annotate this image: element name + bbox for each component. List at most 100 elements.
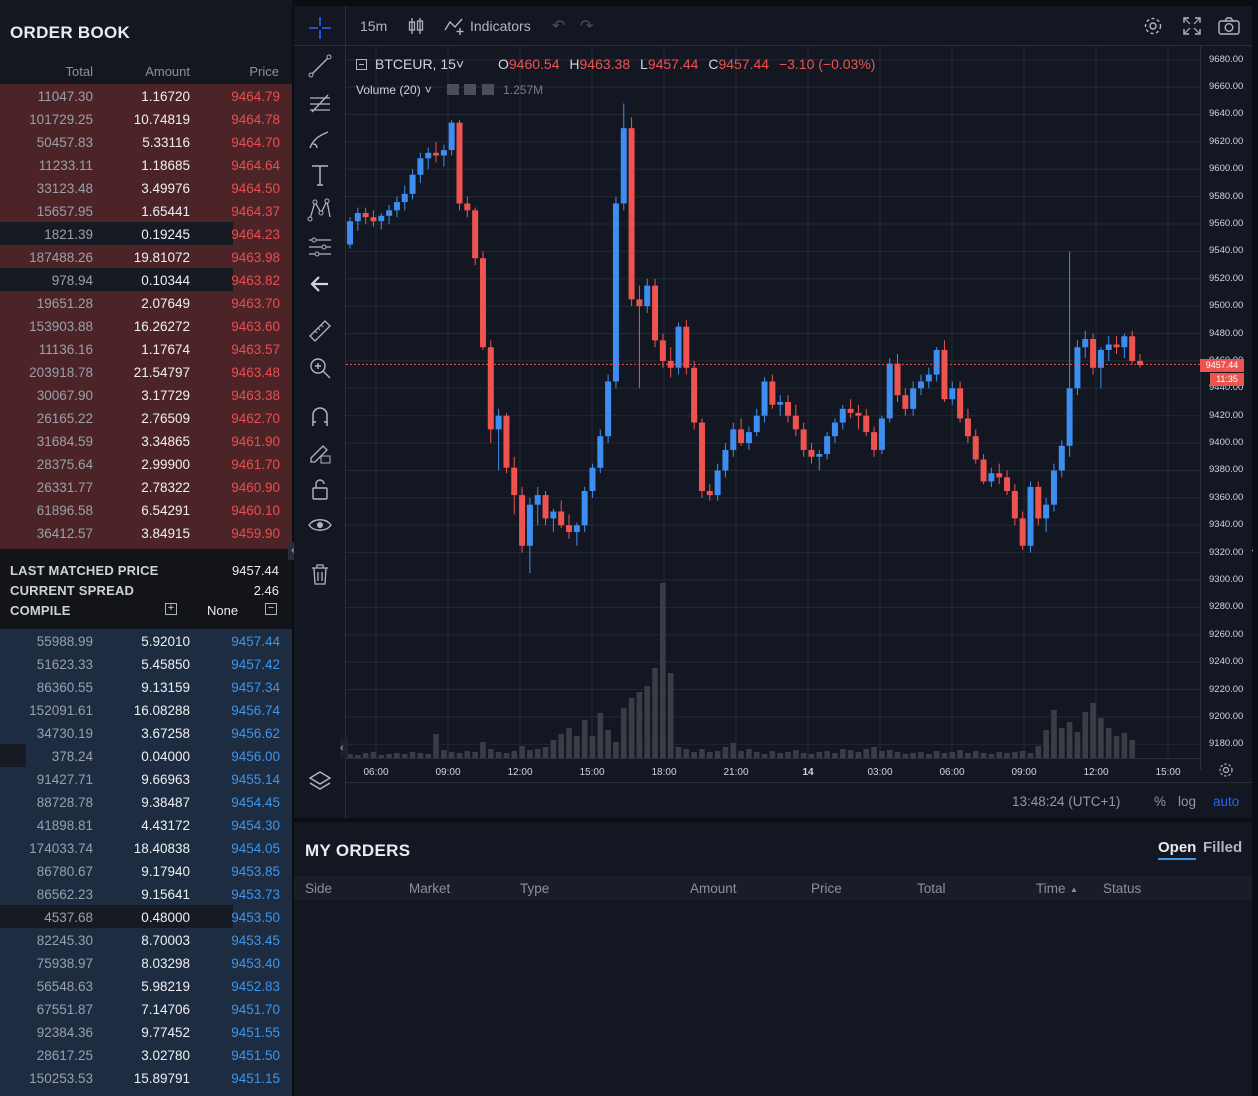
bid-row[interactable]: 152091.61 16.08288 9456.74 [0,698,292,721]
undo-icon[interactable]: ↶ [552,18,566,35]
trash-icon[interactable] [307,561,333,587]
ask-row[interactable]: 101729.25 10.74819 9464.78 [0,107,292,130]
ask-row[interactable]: 19651.28 2.07649 9463.70 [0,291,292,314]
ask-row[interactable]: 11136.16 1.17674 9463.57 [0,337,292,360]
bid-row[interactable]: 4537.68 0.48000 9453.50 [0,905,292,928]
redo-icon[interactable]: ↷ [580,18,594,35]
lock-pencil-icon[interactable] [307,440,333,466]
sort-asc-icon[interactable]: ▲ [1070,885,1078,894]
ask-row[interactable]: 978.94 0.10344 9463.82 [0,268,292,291]
column-type[interactable]: Type [520,881,550,896]
collapse-orderbook-icon[interactable]: ‹ [288,542,298,560]
bid-row[interactable]: 86360.55 9.13159 9457.34 [0,675,292,698]
eye-icon[interactable] [307,512,333,538]
ask-row[interactable]: 30067.90 3.17729 9463.38 [0,383,292,406]
layers-icon[interactable] [307,768,333,794]
axis-settings-icon[interactable] [1218,762,1234,778]
collapse-legend-icon[interactable] [356,59,367,70]
forecast-icon[interactable] [307,234,333,260]
bid-row[interactable]: 75938.97 8.03298 9453.40 [0,951,292,974]
bid-row[interactable]: 86562.23 9.15641 9453.73 [0,882,292,905]
volume-settings-icon[interactable] [447,84,460,95]
zoom-in-icon[interactable] [307,355,333,381]
auto-toggle[interactable]: auto [1213,794,1240,809]
magnet-icon[interactable] [307,404,333,430]
percent-toggle[interactable]: % [1154,794,1167,809]
bid-row[interactable]: 86780.67 9.17940 9453.85 [0,859,292,882]
candlestick-chart[interactable] [346,46,1200,758]
indicators-button[interactable]: Indicators [470,18,531,34]
column-side[interactable]: Side [305,881,333,896]
bid-row[interactable]: 55988.99 5.92010 9457.44 [0,629,292,652]
bid-row[interactable]: 41898.81 4.43172 9454.30 [0,813,292,836]
ask-row[interactable]: 203918.78 21.54797 9463.48 [0,360,292,383]
column-time[interactable]: Time [1036,881,1066,896]
compile-minus-icon[interactable]: − [265,603,277,615]
symbol-chevron-icon[interactable]: ˅ [455,56,465,72]
volume-label[interactable]: Volume (20) [356,83,421,97]
bid-row[interactable]: 378.24 0.04000 9456.00 [0,744,292,767]
back-arrow-icon[interactable] [307,271,333,297]
fib-icon[interactable] [307,90,333,116]
ask-row[interactable]: 153903.88 16.26272 9463.60 [0,314,292,337]
bid-row[interactable]: 28617.25 3.02780 9451.50 [0,1043,292,1066]
volume-chevron-icon[interactable]: ˅ [424,83,432,97]
pattern-icon[interactable] [307,197,333,223]
ask-row[interactable]: 28375.64 2.99900 9461.70 [0,452,292,475]
ask-row[interactable]: 26331.77 2.78322 9460.90 [0,475,292,498]
column-amount[interactable]: Amount [145,64,190,79]
bid-row[interactable]: 150253.53 15.89791 9451.15 [0,1066,292,1089]
column-total[interactable]: Total [917,881,946,896]
crosshair-icon[interactable] [307,15,333,41]
symbol-label[interactable]: BTCEUR, 15 [375,56,456,72]
ruler-icon[interactable] [307,318,333,344]
settings-icon[interactable] [1143,16,1163,36]
ask-row[interactable]: 26165.22 2.76509 9462.70 [0,406,292,429]
bid-row[interactable]: 82245.30 8.70003 9453.45 [0,928,292,951]
column-price[interactable]: Price [249,64,279,79]
log-toggle[interactable]: log [1178,794,1197,809]
lock-icon[interactable] [307,476,333,502]
column-total[interactable]: Total [65,64,93,79]
column-amount[interactable]: Amount [690,881,737,896]
bid-row[interactable]: 67551.87 7.14706 9451.70 [0,997,292,1020]
bid-total: 86780.67 [36,864,93,879]
indicators-icon[interactable] [444,16,466,36]
interval-button[interactable]: 15m [360,18,388,34]
column-status[interactable]: Status [1103,881,1142,896]
volume-format-icon[interactable] [464,84,477,95]
compile-plus-icon[interactable]: + [165,603,177,615]
ask-row[interactable]: 187488.26 19.81072 9463.98 [0,245,292,268]
ask-row[interactable]: 11233.11 1.18685 9464.64 [0,153,292,176]
fullscreen-icon[interactable] [1183,17,1201,35]
bid-row[interactable]: 92384.36 9.77452 9451.55 [0,1020,292,1043]
bid-row[interactable]: 91427.71 9.66963 9455.14 [0,767,292,790]
time-axis[interactable]: 06:00 09:00 12:00 15:00 18:00 21:00 14 03:00 06:… [346,758,1200,780]
ask-row[interactable]: 33123.48 3.49976 9464.50 [0,176,292,199]
column-market[interactable]: Market [409,881,451,896]
camera-icon[interactable] [1218,17,1240,35]
brush-icon[interactable] [307,126,333,152]
bid-row[interactable]: 51623.33 5.45850 9457.42 [0,652,292,675]
ask-row[interactable]: 1821.39 0.19245 9464.23 [0,222,292,245]
volume-remove-icon[interactable] [481,84,494,95]
trend-line-icon[interactable] [307,53,333,79]
column-price[interactable]: Price [811,881,842,896]
high-label: H [569,56,580,72]
scroll-left-icon[interactable]: ‹ [340,739,348,757]
tab-open[interactable]: Open [1158,839,1197,860]
ask-row[interactable]: 15657.95 1.65441 9464.37 [0,199,292,222]
ask-row[interactable]: 11047.30 1.16720 9464.79 [0,84,292,107]
ask-row[interactable]: 36412.57 3.84915 9459.90 [0,521,292,544]
bid-row[interactable]: 56548.63 5.98219 9452.83 [0,974,292,997]
bar-style-icon[interactable] [408,17,424,35]
bid-row[interactable]: 88728.78 9.38487 9454.45 [0,790,292,813]
ask-row[interactable]: 50457.83 5.33116 9464.70 [0,130,292,153]
ask-row[interactable]: 61896.58 6.54291 9460.10 [0,498,292,521]
text-icon[interactable] [307,162,333,188]
ask-row[interactable]: 31684.59 3.34865 9461.90 [0,429,292,452]
price-axis[interactable]: 9680.00 9660.00 9640.00 9620.00 9600.00 9580.… [1200,46,1252,770]
bid-row[interactable]: 34730.19 3.67258 9456.62 [0,721,292,744]
tab-filled[interactable]: Filled [1203,839,1243,856]
bid-row[interactable]: 174033.74 18.40838 9454.05 [0,836,292,859]
